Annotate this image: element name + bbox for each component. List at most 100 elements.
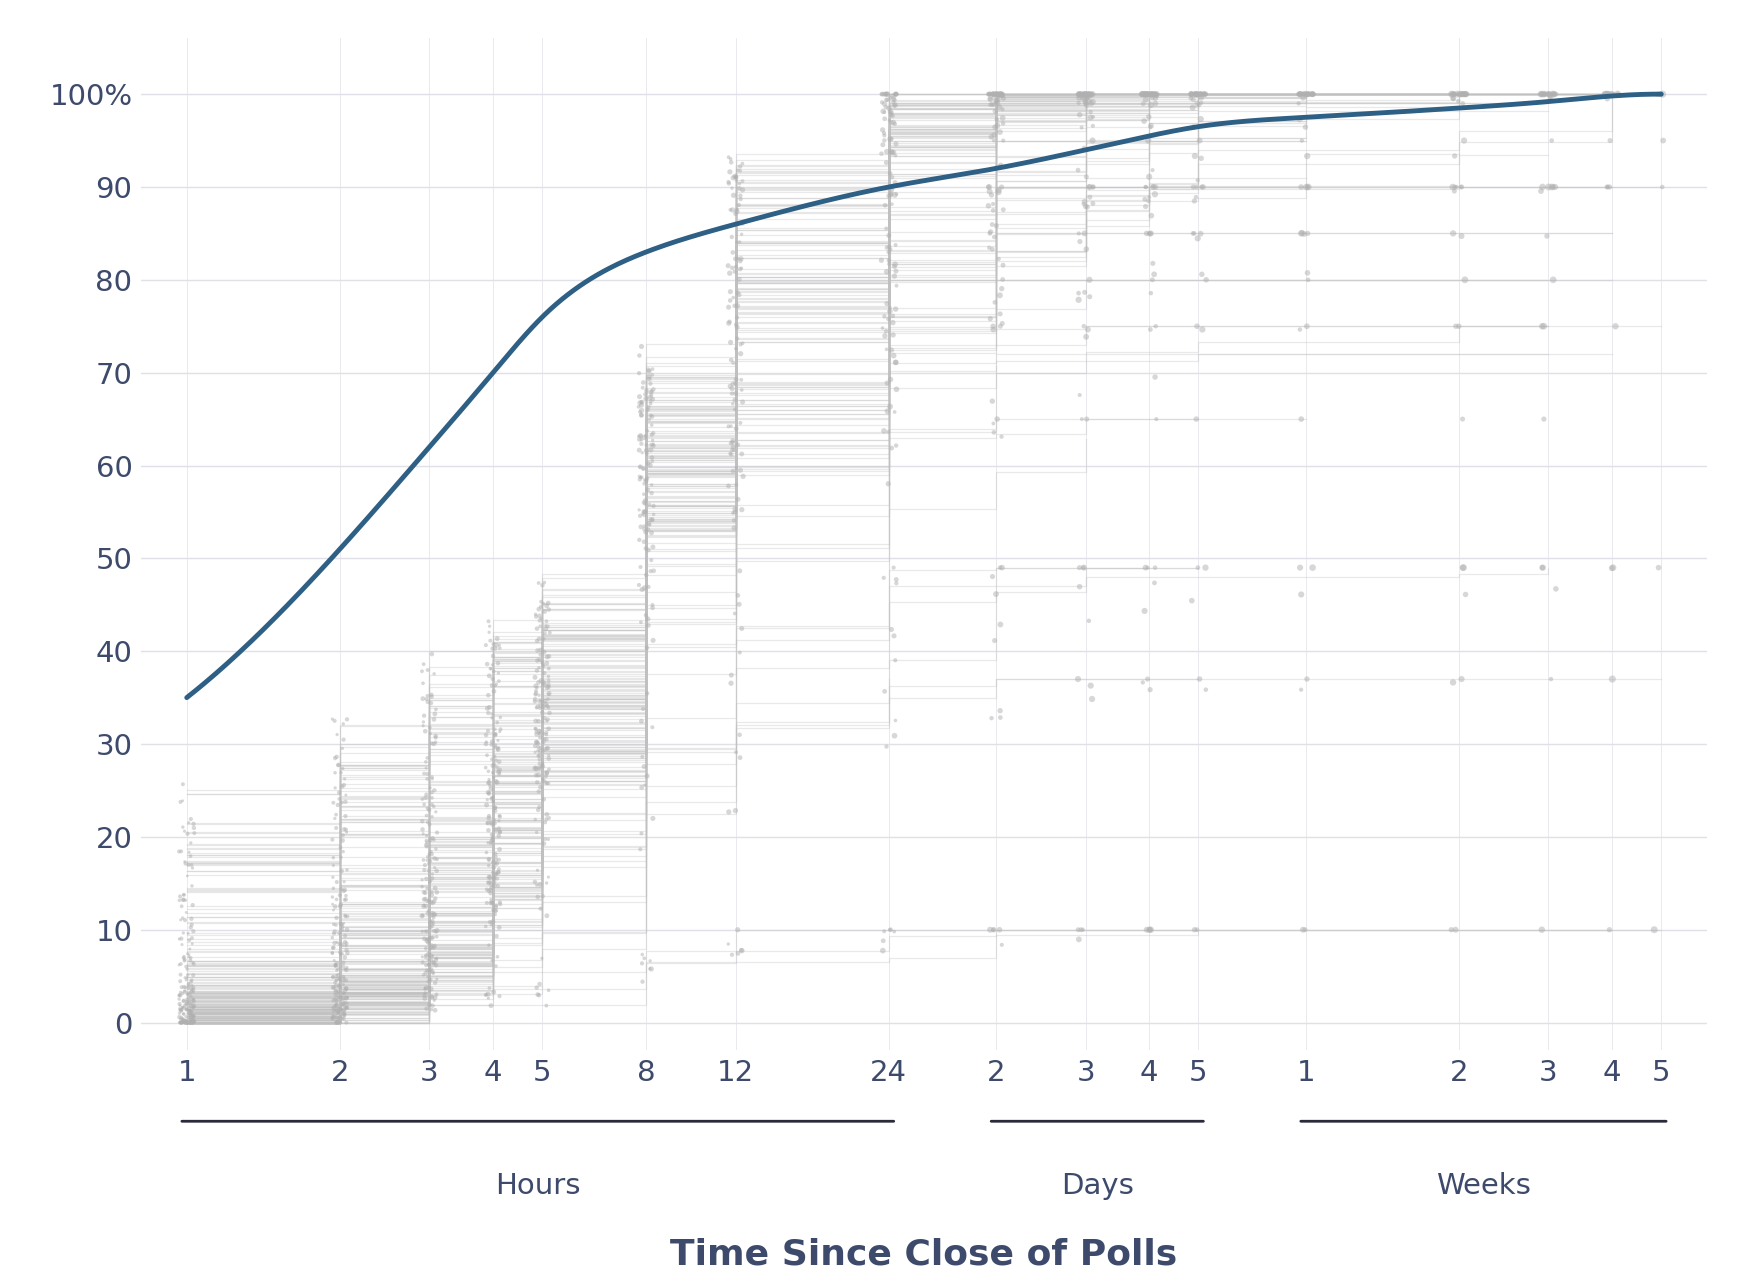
Point bbox=[1079, 193, 1107, 214]
Point bbox=[473, 772, 502, 793]
Point bbox=[1067, 83, 1095, 104]
Text: Hours: Hours bbox=[495, 1172, 581, 1200]
Point bbox=[530, 573, 558, 593]
Point bbox=[178, 895, 206, 916]
Point bbox=[526, 592, 554, 612]
Point bbox=[878, 306, 906, 327]
Point bbox=[422, 699, 451, 720]
Point bbox=[882, 234, 910, 255]
Point bbox=[178, 908, 206, 929]
Point bbox=[319, 708, 347, 729]
Point bbox=[1130, 83, 1158, 104]
Point bbox=[722, 249, 750, 269]
Point bbox=[1070, 316, 1098, 337]
Point bbox=[477, 893, 505, 913]
Point bbox=[1603, 83, 1632, 104]
Point bbox=[171, 981, 199, 1002]
Point bbox=[322, 889, 350, 910]
Point bbox=[473, 685, 502, 706]
Point bbox=[172, 1012, 201, 1032]
Point bbox=[322, 954, 350, 975]
Point bbox=[1441, 177, 1470, 197]
Point bbox=[473, 833, 502, 853]
Point bbox=[1183, 187, 1211, 208]
Point bbox=[473, 783, 502, 803]
Point bbox=[486, 635, 514, 656]
Point bbox=[414, 971, 442, 991]
Point bbox=[524, 740, 553, 761]
Point bbox=[530, 673, 558, 693]
Point bbox=[171, 976, 199, 997]
Point bbox=[178, 1006, 206, 1026]
Point bbox=[1181, 83, 1209, 104]
Point bbox=[1075, 83, 1104, 104]
Point bbox=[632, 469, 660, 489]
Point bbox=[639, 594, 667, 615]
Point bbox=[1132, 223, 1160, 243]
Point bbox=[524, 724, 553, 744]
Point bbox=[720, 296, 748, 316]
Point bbox=[1128, 83, 1156, 104]
Point bbox=[417, 684, 445, 705]
Point bbox=[1536, 669, 1565, 689]
Point bbox=[479, 852, 507, 872]
Point bbox=[980, 227, 1008, 247]
Point bbox=[1067, 232, 1095, 252]
Point bbox=[417, 869, 445, 889]
Point bbox=[329, 983, 357, 1003]
Point bbox=[980, 630, 1008, 651]
Point bbox=[526, 721, 554, 742]
Point bbox=[482, 863, 510, 884]
Point bbox=[725, 642, 753, 662]
Point bbox=[421, 935, 449, 956]
Point bbox=[415, 890, 444, 911]
Point bbox=[408, 715, 436, 735]
Point bbox=[986, 249, 1014, 269]
Point bbox=[727, 500, 755, 520]
Point bbox=[174, 842, 202, 862]
Point bbox=[477, 789, 505, 810]
Point bbox=[523, 619, 551, 639]
Point bbox=[523, 678, 551, 698]
Point bbox=[422, 948, 451, 968]
Point bbox=[880, 142, 908, 163]
Point bbox=[165, 1012, 194, 1032]
Point bbox=[869, 102, 898, 123]
Point bbox=[876, 104, 905, 124]
Point bbox=[412, 869, 440, 889]
Point bbox=[1445, 83, 1473, 104]
Point bbox=[176, 1009, 204, 1030]
Point bbox=[632, 425, 660, 446]
Point bbox=[1077, 675, 1105, 696]
Point bbox=[979, 920, 1007, 940]
Point bbox=[524, 984, 553, 1004]
Point bbox=[477, 880, 505, 901]
Point bbox=[415, 977, 444, 998]
Point bbox=[1133, 83, 1162, 104]
Point bbox=[530, 729, 558, 749]
Point bbox=[1139, 83, 1167, 104]
Point bbox=[627, 456, 655, 477]
Point bbox=[875, 97, 903, 118]
Point bbox=[1535, 83, 1563, 104]
Point bbox=[535, 683, 563, 703]
Point bbox=[723, 282, 752, 302]
Point bbox=[480, 871, 509, 892]
Point bbox=[326, 789, 354, 810]
Point bbox=[417, 844, 445, 865]
Point bbox=[639, 510, 667, 530]
Point bbox=[171, 951, 199, 971]
Point bbox=[986, 156, 1014, 177]
Point bbox=[1294, 177, 1322, 197]
Point bbox=[977, 127, 1005, 147]
Point bbox=[477, 874, 505, 894]
Point bbox=[475, 611, 503, 632]
Point bbox=[880, 725, 908, 746]
Point bbox=[628, 944, 656, 965]
Point bbox=[523, 772, 551, 793]
Point bbox=[1077, 108, 1105, 128]
Point bbox=[1640, 920, 1668, 940]
Point bbox=[637, 475, 665, 496]
Point bbox=[417, 693, 445, 714]
Point bbox=[625, 429, 653, 450]
